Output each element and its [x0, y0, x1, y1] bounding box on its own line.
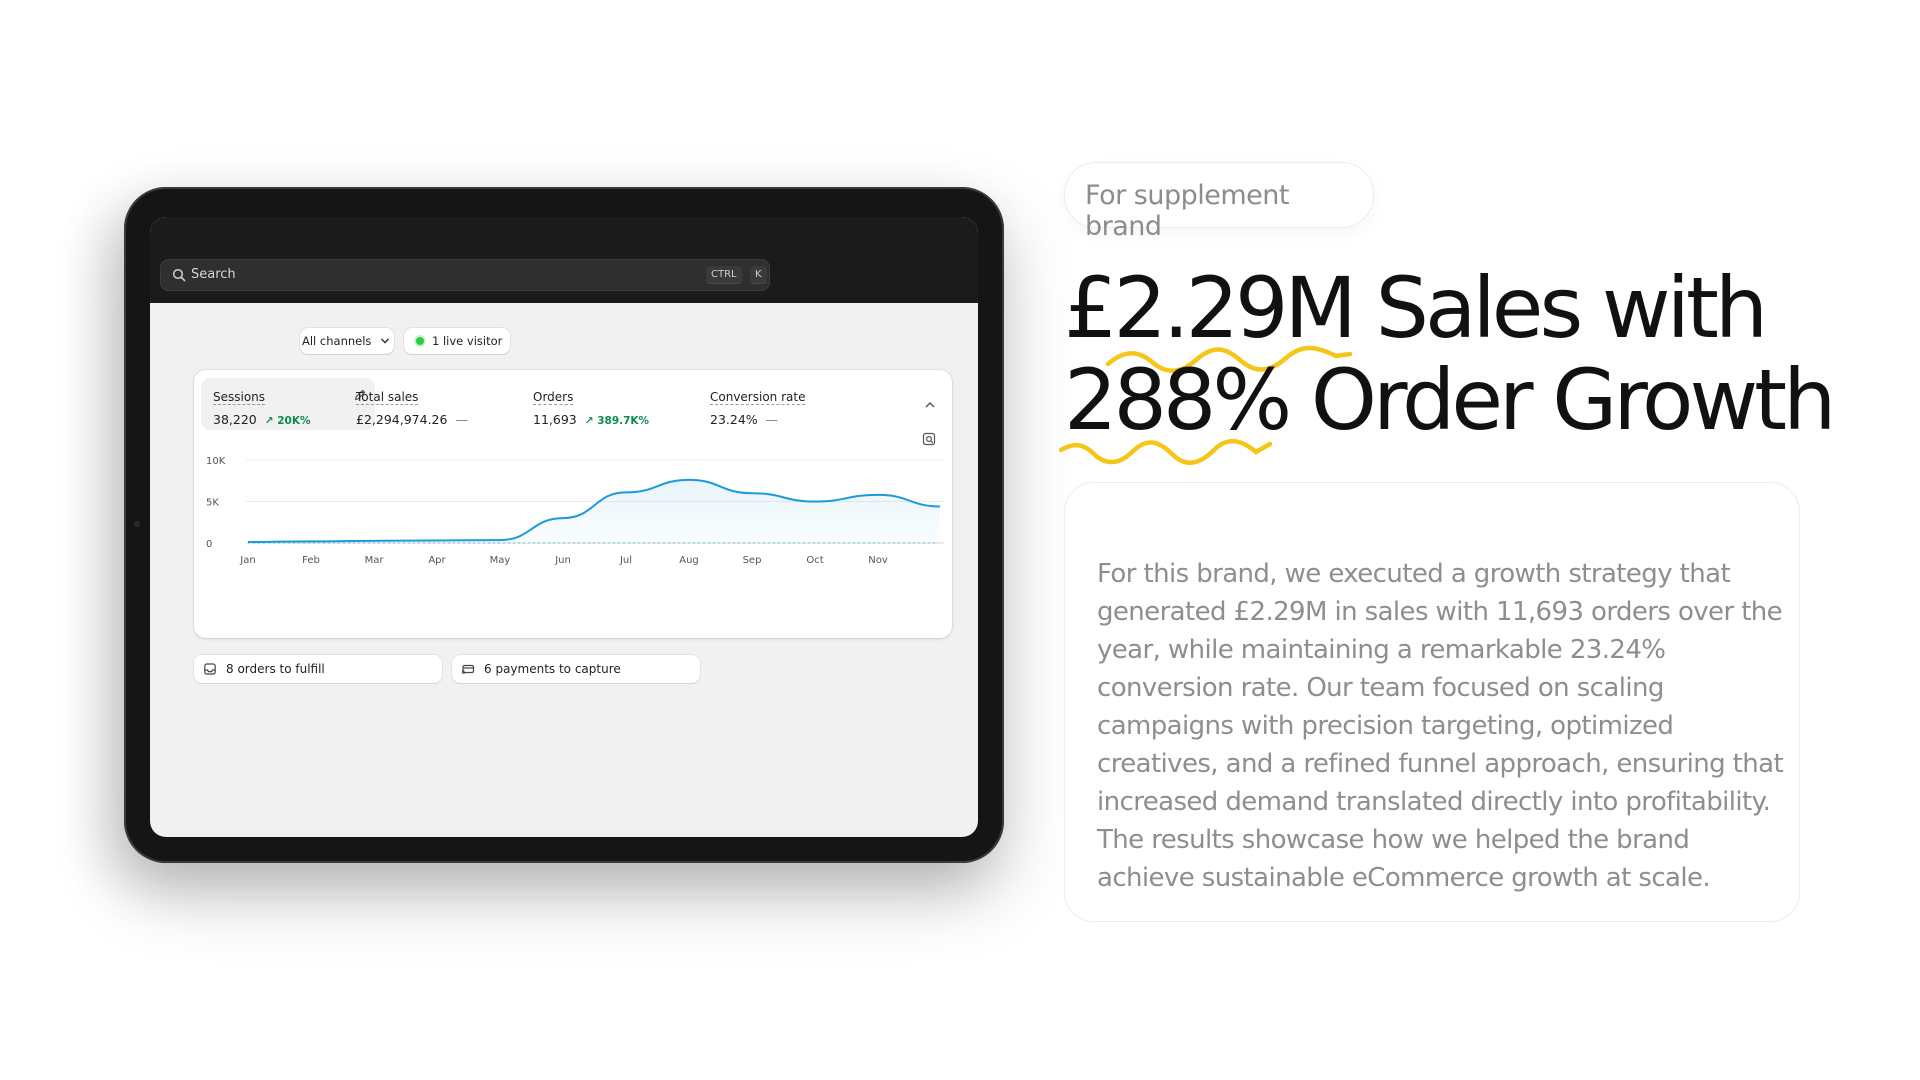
x-tick-label: Apr [428, 555, 446, 566]
metric-label: Total sales [356, 390, 419, 405]
metric-conversion-rate[interactable]: Conversion rate 23.24% — [698, 378, 872, 430]
explore-report-icon[interactable] [922, 432, 936, 446]
payment-icon [461, 664, 475, 674]
metric-label: Sessions [213, 390, 266, 405]
metric-delta: — [765, 412, 779, 427]
metric-delta: ↗ 20K% [264, 415, 311, 427]
dashboard-screen: Search CTRL K All channels 1 live visito… [150, 217, 978, 837]
headline: £2.29M Sales with 288% Order Growth [1058, 259, 1864, 465]
metric-value: 23.24% — [710, 412, 778, 427]
metric-label: Conversion rate [710, 390, 806, 405]
metric-orders[interactable]: Orders 11,693 ↗ 389.7K% [521, 378, 695, 430]
orders-to-fulfill-label: 8 orders to fulfill [226, 662, 325, 676]
live-visitor-badge[interactable]: 1 live visitor [404, 328, 510, 354]
x-tick-label: Oct [806, 555, 823, 566]
category-badge: For supplement brand [1064, 162, 1374, 242]
x-tick-label: Nov [868, 555, 888, 566]
x-tick-label: May [490, 555, 511, 566]
top-bar: Search CTRL K [150, 217, 978, 303]
metric-total-sales[interactable]: Total sales £2,294,974.26 — [344, 378, 518, 430]
shortcut-k-key: K [750, 266, 767, 284]
chevron-down-icon [380, 338, 390, 344]
sessions-line-chart: 10K 5K 0 Jan Feb Mar Apr May Jun Jul Aug Sep Oct Nov [206, 456, 944, 566]
y-tick-label: 5K [206, 498, 219, 509]
metric-label: Orders [533, 390, 574, 405]
x-tick-label: Aug [679, 555, 699, 566]
channels-label: All channels [302, 334, 372, 348]
headline-sales-text: £2.29M [1064, 259, 1357, 357]
tablet-device: Search CTRL K All channels 1 live visito… [124, 187, 1004, 863]
headline-growth-figure: 288% [1058, 351, 1292, 465]
x-tick-label: Feb [302, 555, 320, 566]
metric-number: 23.24% [710, 412, 758, 427]
headline-line-2: 288% Order Growth [1058, 351, 1864, 465]
badge-text: For supplement brand [1085, 180, 1289, 242]
y-tick-label: 10K [206, 456, 226, 467]
search-placeholder: Search [191, 267, 236, 282]
description-card: For this brand, we executed a growth str… [1064, 482, 1800, 922]
orders-to-fulfill-button[interactable]: 8 orders to fulfill [194, 655, 442, 683]
metric-value: 11,693 ↗ 389.7K% [533, 412, 649, 427]
headline-line-1: £2.29M Sales with [1064, 259, 1864, 373]
channels-dropdown[interactable]: All channels [300, 328, 394, 354]
x-tick-label: Jul [619, 555, 632, 566]
headline-growth-text: 288% [1064, 351, 1292, 449]
series-area [248, 479, 940, 543]
metric-sessions[interactable]: Sessions 38,220 ↗ 20K% [201, 378, 375, 430]
search-icon [172, 268, 186, 282]
series-line [247, 478, 940, 544]
headline-sales-figure: £2.29M [1064, 259, 1357, 373]
description-text: For this brand, we executed a growth str… [1097, 559, 1784, 893]
x-tick-label: Mar [365, 555, 385, 566]
x-tick-label: Sep [743, 555, 762, 566]
metric-number: £2,294,974.26 [356, 412, 448, 427]
x-tick-label: Jan [239, 555, 255, 566]
metric-delta: ↗ 389.7K% [584, 415, 650, 427]
metric-value: 38,220 ↗ 20K% [213, 412, 310, 427]
live-status-dot [416, 337, 424, 345]
analytics-card: Sessions 38,220 ↗ 20K% Total sales £2,294… [194, 370, 952, 638]
payments-to-capture-button[interactable]: 6 payments to capture [452, 655, 700, 683]
search-input[interactable]: Search CTRL K [160, 259, 770, 291]
pencil-icon[interactable] [353, 388, 367, 402]
metric-number: 11,693 [533, 412, 577, 427]
payments-to-capture-label: 6 payments to capture [484, 662, 621, 676]
metric-value: £2,294,974.26 — [356, 412, 468, 427]
camera-dot [134, 521, 140, 527]
y-tick-label: 0 [206, 539, 212, 550]
headline-growth-suffix: Order Growth [1288, 351, 1836, 449]
live-visitor-label: 1 live visitor [432, 334, 503, 348]
metric-number: 38,220 [213, 412, 257, 427]
headline-sales-suffix: Sales with [1352, 259, 1769, 357]
shortcut-ctrl-key: CTRL [706, 266, 742, 284]
x-tick-label: Jun [554, 555, 571, 566]
metric-delta: — [455, 412, 468, 427]
inbox-icon [204, 663, 216, 675]
chevron-up-icon[interactable] [924, 400, 936, 410]
